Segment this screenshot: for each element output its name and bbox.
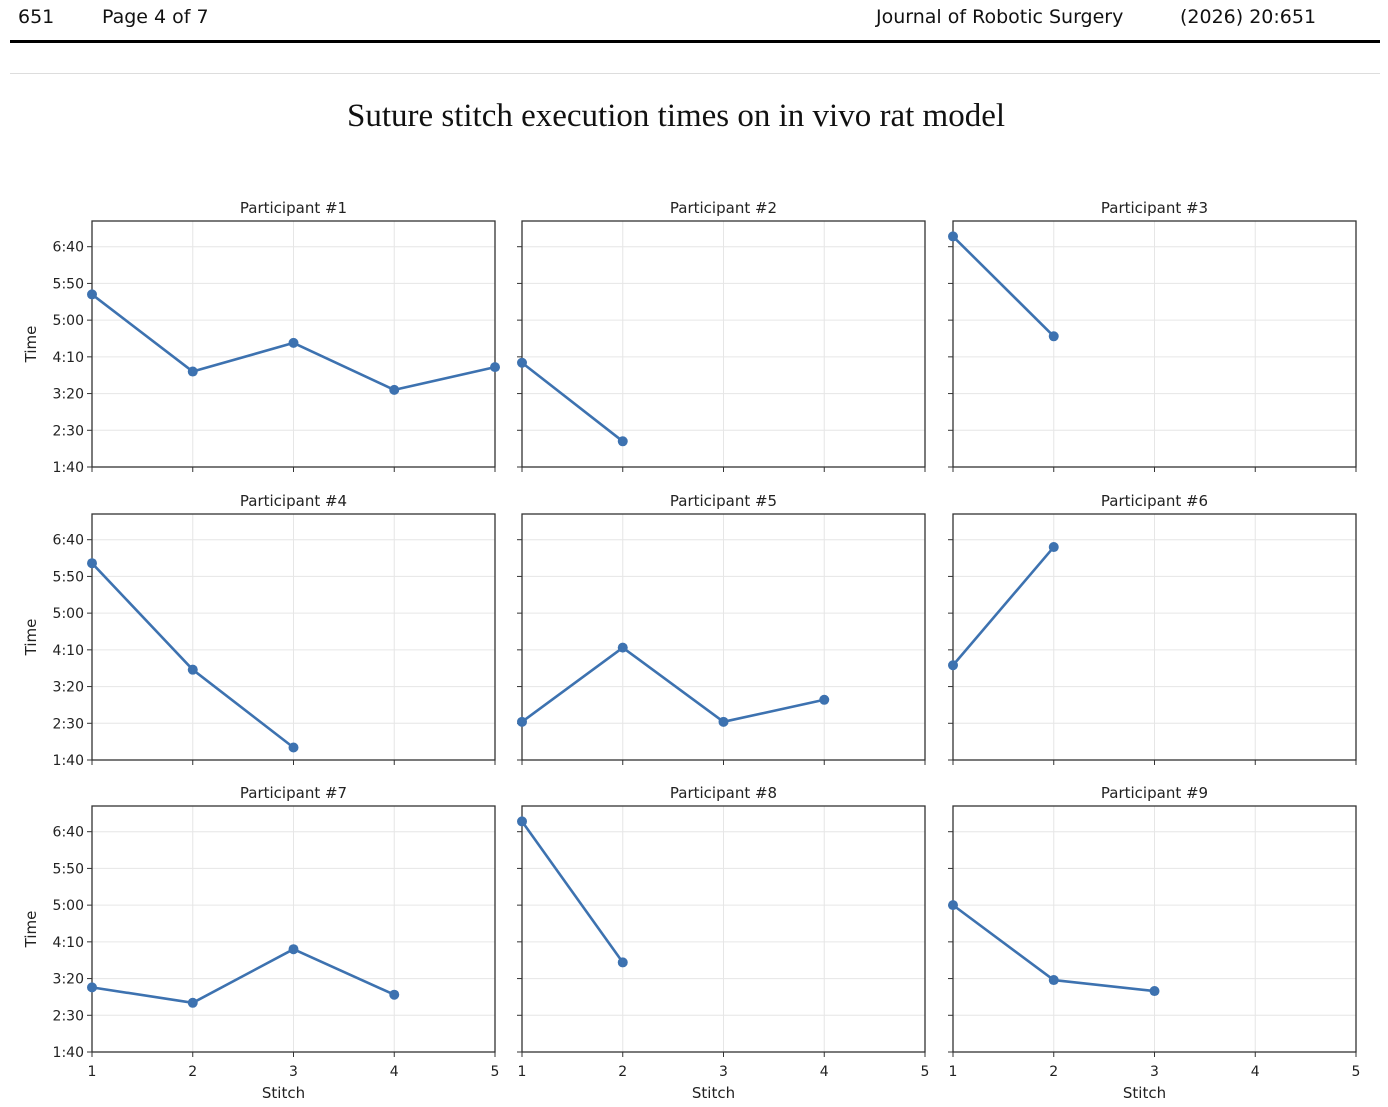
- panel-7-ytick-label: 5:00: [53, 898, 84, 914]
- panel-3-point: [948, 231, 958, 242]
- panel-4-ytick-label: 4:10: [53, 643, 84, 659]
- panel-6-point: [948, 660, 958, 671]
- panel-7-point: [288, 944, 299, 955]
- panel-9-xlabel: Stitch: [1123, 1084, 1166, 1102]
- panel-2-series-line: [521, 361, 624, 443]
- panel-3-point: [1048, 331, 1059, 342]
- panel-8-series-line: [520, 820, 624, 964]
- panel-4-ytick-label: 3:20: [53, 680, 84, 696]
- panel-4-point: [288, 742, 299, 753]
- panel-9-xtick-label: 2: [1049, 1064, 1058, 1080]
- panel-6-point: [1048, 542, 1059, 553]
- panel-7-xtick-label: 3: [289, 1064, 298, 1080]
- panel-3-series-line: [952, 235, 1055, 338]
- header-rule: [10, 40, 1380, 43]
- panel-5-point: [718, 716, 729, 727]
- panel-5-point: [517, 716, 527, 727]
- panel-8-xtick-label: 1: [518, 1064, 527, 1080]
- panel-8-xtick-label: 4: [820, 1064, 829, 1080]
- page-number: 651: [18, 6, 55, 28]
- panel-5-series-line: [521, 646, 825, 724]
- panel-7-xtick-label: 5: [491, 1064, 500, 1080]
- page-label: Page 4 of 7: [102, 6, 209, 28]
- panel-1-point: [288, 337, 299, 348]
- panel-1-ytick-label: 5:50: [53, 276, 84, 292]
- panel-7-ylabel: Time: [22, 911, 40, 949]
- panel-7-ytick-label: 4:10: [53, 935, 84, 951]
- panel-4-ytick-label: 6:40: [53, 533, 84, 549]
- panel-5-title: Participant #5: [670, 492, 777, 510]
- journal-name: Journal of Robotic Surgery: [876, 6, 1124, 28]
- panel-4-ylabel: Time: [22, 619, 40, 657]
- panel-3-title: Participant #3: [1101, 199, 1208, 217]
- panel-7-series-line: [91, 947, 395, 1005]
- panel-7-xtick-label: 4: [390, 1064, 399, 1080]
- panel-1-title: Participant #1: [240, 199, 347, 217]
- panel-9-xtick-label: 4: [1251, 1064, 1260, 1080]
- panel-9-point: [948, 900, 958, 911]
- panel-7-xtick-label: 2: [188, 1064, 197, 1080]
- panel-9-xtick-label: 1: [949, 1064, 958, 1080]
- panel-2-point: [617, 436, 628, 447]
- panel-5-point: [819, 694, 830, 705]
- panel-8-point: [517, 816, 527, 827]
- panel-7-point: [87, 982, 97, 993]
- panel-7-xlabel: Stitch: [262, 1084, 305, 1102]
- panel-8-xtick-label: 5: [921, 1064, 930, 1080]
- panel-7-ytick-label: 6:40: [53, 825, 84, 841]
- panel-7-point: [389, 989, 400, 1000]
- panel-4-title: Participant #4: [240, 492, 347, 510]
- panel-7-xtick-label: 1: [88, 1064, 97, 1080]
- panel-6-series-line: [952, 546, 1055, 667]
- panel-7-title: Participant #7: [240, 784, 347, 802]
- panel-8-xtick-label: 3: [719, 1064, 728, 1080]
- panel-1-ylabel: Time: [22, 326, 40, 364]
- panel-4-ytick-label: 1:40: [53, 753, 84, 769]
- panel-4-point: [187, 664, 198, 675]
- citation: (2026) 20:651: [1180, 6, 1317, 28]
- panel-7-ytick-label: 1:40: [53, 1045, 84, 1061]
- panel-9-xtick-label: 3: [1150, 1064, 1159, 1080]
- panel-1-point: [187, 366, 198, 377]
- panel-7-point: [187, 997, 198, 1008]
- panel-8-title: Participant #8: [670, 784, 777, 802]
- figure-title: Suture stitch execution times on in vivo…: [346, 98, 1006, 134]
- panel-1-ytick-label: 3:20: [53, 387, 84, 403]
- panel-1-ytick-label: 1:40: [53, 460, 84, 476]
- panel-1-point: [87, 289, 97, 300]
- panel-4-ytick-label: 2:30: [53, 716, 84, 732]
- panel-4-ytick-label: 5:00: [53, 606, 84, 622]
- panel-2-title: Participant #2: [670, 199, 777, 217]
- panel-9-title: Participant #9: [1101, 784, 1208, 802]
- panel-1-ytick-label: 5:00: [53, 313, 84, 329]
- panel-1-ytick-label: 6:40: [53, 240, 84, 256]
- panel-7-ytick-label: 3:20: [53, 972, 84, 988]
- panel-9-xtick-label: 5: [1352, 1064, 1361, 1080]
- panel-2-point: [517, 357, 527, 368]
- panel-1-point: [490, 362, 500, 373]
- panel-7-ytick-label: 2:30: [53, 1008, 84, 1024]
- panel-7-ytick-label: 5:50: [53, 861, 84, 877]
- panel-4-ytick-label: 5:50: [53, 569, 84, 585]
- panel-8-xlabel: Stitch: [692, 1084, 735, 1102]
- panel-8-xtick-label: 2: [618, 1064, 627, 1080]
- running-head: 651 Page 4 of 7 Journal of Robotic Surge…: [0, 0, 1388, 44]
- panel-4-point: [87, 558, 97, 569]
- separator-rule: [10, 73, 1380, 74]
- panel-1-ytick-label: 4:10: [53, 350, 84, 366]
- panel-1-point: [389, 384, 400, 395]
- panel-9-point: [1149, 986, 1160, 997]
- panel-8-point: [617, 957, 628, 968]
- panel-9-point: [1048, 975, 1059, 986]
- panel-1-ytick-label: 2:30: [53, 423, 84, 439]
- panel-5-point: [617, 642, 628, 653]
- panel-6-title: Participant #6: [1101, 492, 1208, 510]
